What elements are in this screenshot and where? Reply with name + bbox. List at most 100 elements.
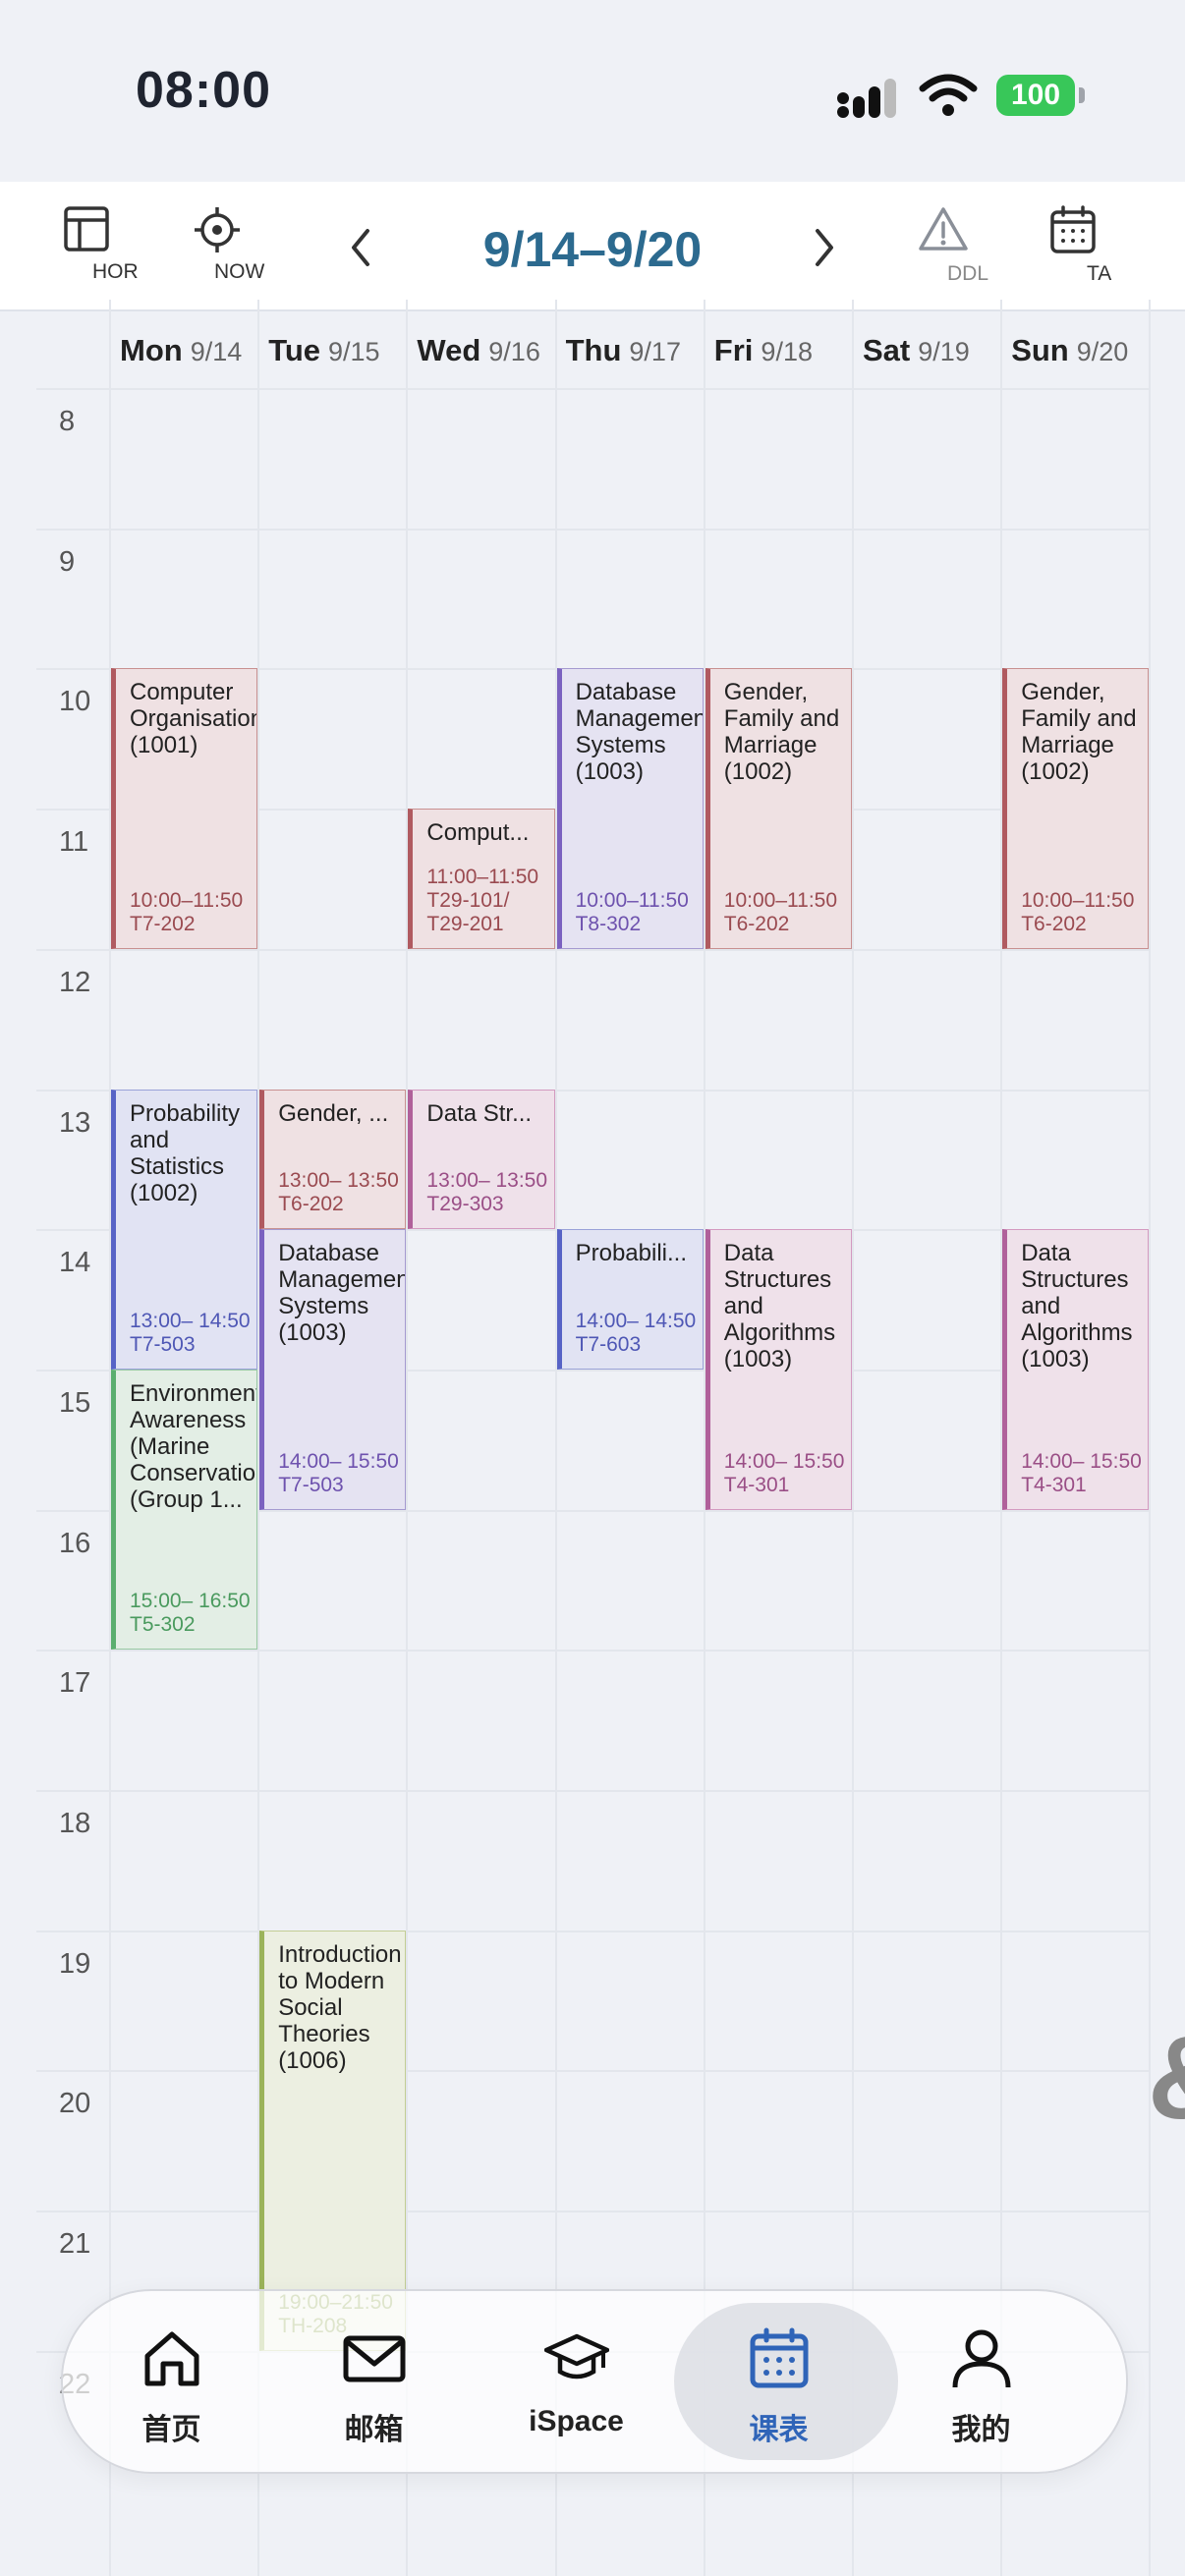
course-event[interactable]: Gender, ... 13:00– 13:50 T6-202 <box>259 1089 407 1230</box>
hour-label: 16 <box>59 1527 91 1559</box>
course-title: Database Management Systems (1003) <box>278 1240 407 1347</box>
course-event[interactable]: Data Str... 13:00– 13:50 T29-303 <box>408 1089 555 1230</box>
course-time: 13:00– 13:50 <box>278 1169 399 1193</box>
day-date: 9/17 <box>629 337 681 366</box>
tab-ispace-label: iSpace <box>529 2405 624 2437</box>
hour-label: 9 <box>59 545 76 578</box>
course-event[interactable]: Introduction to Modern Social Theories (… <box>259 1930 407 2351</box>
course-time: 11:00–11:50 <box>426 865 539 888</box>
course-room: T29-303 <box>426 1193 504 1216</box>
week-range-title[interactable]: 9/14–9/20 <box>482 222 703 277</box>
course-event[interactable]: Environmental Awareness (Marine Conserva… <box>111 1369 258 1651</box>
course-room: T5-302 <box>130 1613 196 1637</box>
day-header-wed: Wed 9/16 <box>417 333 539 368</box>
day-name: Wed <box>417 333 481 367</box>
hour-label: 19 <box>59 1947 91 1980</box>
course-room: T7-603 <box>575 1332 642 1356</box>
course-time: 14:00– 15:50 <box>723 1449 845 1473</box>
ta-label: TA <box>1087 262 1112 285</box>
course-time: 10:00–11:50 <box>130 888 244 912</box>
mail-icon <box>343 2335 406 2382</box>
day-header-sat: Sat 9/19 <box>863 333 970 368</box>
tab-mail-label: 邮箱 <box>344 2414 404 2446</box>
course-meta: 11:00–11:50 T29-101/ T29-201 <box>426 866 553 936</box>
tab-mail[interactable]: 邮箱 <box>273 2291 475 2472</box>
course-event[interactable]: Gender, Family and Marriage (1002) 10:00–… <box>705 668 852 949</box>
course-meta: 10:00–11:50 T7-202 <box>130 889 243 936</box>
hour-label: 20 <box>59 2088 91 2120</box>
course-event[interactable]: Comput... 11:00–11:50 T29-101/ T29-201 <box>408 809 555 949</box>
course-title: Data Structures and Algorithms (1003) <box>723 1240 836 1373</box>
day-name: Tue <box>268 333 320 367</box>
hor-button[interactable]: HOR <box>63 205 139 283</box>
course-room: T7-503 <box>278 1473 344 1496</box>
course-meta: 10:00–11:50 T6-202 <box>1021 889 1134 936</box>
tab-home[interactable]: 首页 <box>71 2291 272 2472</box>
course-meta: 13:00– 13:50 T29-303 <box>426 1169 547 1216</box>
tab-ispace[interactable]: iSpace <box>476 2291 677 2472</box>
course-event[interactable]: Data Structures and Algorithms (1003) 14:… <box>1002 1229 1150 1510</box>
course-time: 10:00–11:50 <box>1021 888 1135 912</box>
course-event[interactable]: Probabili... 14:00– 14:50 T7-603 <box>556 1229 704 1370</box>
day-name: Sun <box>1011 333 1069 367</box>
day-date: 9/16 <box>488 337 540 366</box>
course-title: Data Str... <box>426 1099 533 1127</box>
ta-button[interactable]: TA <box>1049 205 1111 285</box>
day-name: Sat <box>863 333 911 367</box>
day-header-tue: Tue 9/15 <box>268 333 379 368</box>
warning-triangle-icon <box>919 207 968 251</box>
hour-label: 12 <box>59 966 91 998</box>
course-room: T6-202 <box>723 912 790 935</box>
day-header-sun: Sun 9/20 <box>1011 333 1128 368</box>
ddl-button[interactable]: DDL <box>918 205 988 285</box>
course-event[interactable]: Database Management Systems (1003) 14:00–… <box>259 1229 407 1510</box>
course-title: Database Management Systems (1003) <box>575 679 704 786</box>
course-event[interactable]: Data Structures and Algorithms (1003) 14:… <box>705 1229 852 1510</box>
course-title: Gender, Family and Marriage (1002) <box>1021 679 1137 786</box>
course-time: 15:00– 16:50 <box>130 1590 251 1613</box>
hour-label: 15 <box>59 1386 91 1419</box>
course-room: T4-301 <box>723 1473 790 1496</box>
course-event[interactable]: Probability and Statistics (1002) 13:00– … <box>111 1089 258 1370</box>
tab-profile[interactable]: 我的 <box>880 2291 1082 2472</box>
previous-week-button[interactable] <box>346 225 375 270</box>
hour-label: 8 <box>59 406 76 437</box>
day-name: Fri <box>713 333 754 367</box>
course-meta: 13:00– 13:50 T6-202 <box>278 1169 399 1216</box>
course-room: T6-202 <box>1021 912 1087 935</box>
course-event[interactable]: Gender, Family and Marriage (1002) 10:00–… <box>1002 668 1150 949</box>
course-title: Computer Organisation (1001) <box>130 679 258 759</box>
course-event[interactable]: Computer Organisation (1001) 10:00–11:50 T… <box>111 668 258 949</box>
now-button[interactable]: NOW <box>193 205 264 283</box>
course-title: Gender, ... <box>278 1099 389 1127</box>
course-time: 14:00– 15:50 <box>278 1449 399 1473</box>
hour-label: 13 <box>59 1106 91 1139</box>
hour-label: 10 <box>59 686 91 718</box>
status-time: 08:00 <box>136 62 271 119</box>
course-room: T6-202 <box>278 1193 344 1216</box>
course-meta: 14:00– 15:50 T4-301 <box>1021 1450 1142 1497</box>
wifi-icon <box>919 74 978 116</box>
tab-schedule[interactable]: 课表 <box>674 2291 898 2472</box>
battery-level: 100 <box>996 75 1075 116</box>
course-time: 10:00–11:50 <box>723 888 838 912</box>
course-room: T29-101/ T29-201 <box>426 888 510 935</box>
course-title: Probabili... <box>575 1240 687 1267</box>
next-week-button[interactable] <box>810 225 839 270</box>
course-title: Environmental Awareness (Marine Conserva… <box>130 1379 256 1513</box>
home-icon <box>144 2331 199 2386</box>
course-title: Comput... <box>426 819 530 847</box>
target-icon <box>195 207 240 252</box>
course-event[interactable]: Database Management Systems (1003) 10:00–… <box>556 668 704 949</box>
hour-label: 21 <box>59 2228 91 2261</box>
hour-label: 14 <box>59 1247 91 1279</box>
course-meta: 15:00– 16:50 T5-302 <box>130 1590 251 1637</box>
day-header-fri: Fri 9/18 <box>714 333 813 368</box>
battery-indicator: 100 <box>996 75 1085 116</box>
hour-label: 18 <box>59 1808 91 1839</box>
day-name: Thu <box>565 333 622 367</box>
hour-label: 11 <box>59 826 89 859</box>
course-meta: 14:00– 14:50 T7-603 <box>576 1310 697 1357</box>
day-date: 9/20 <box>1076 337 1129 366</box>
course-meta: 10:00–11:50 T8-302 <box>576 889 689 936</box>
